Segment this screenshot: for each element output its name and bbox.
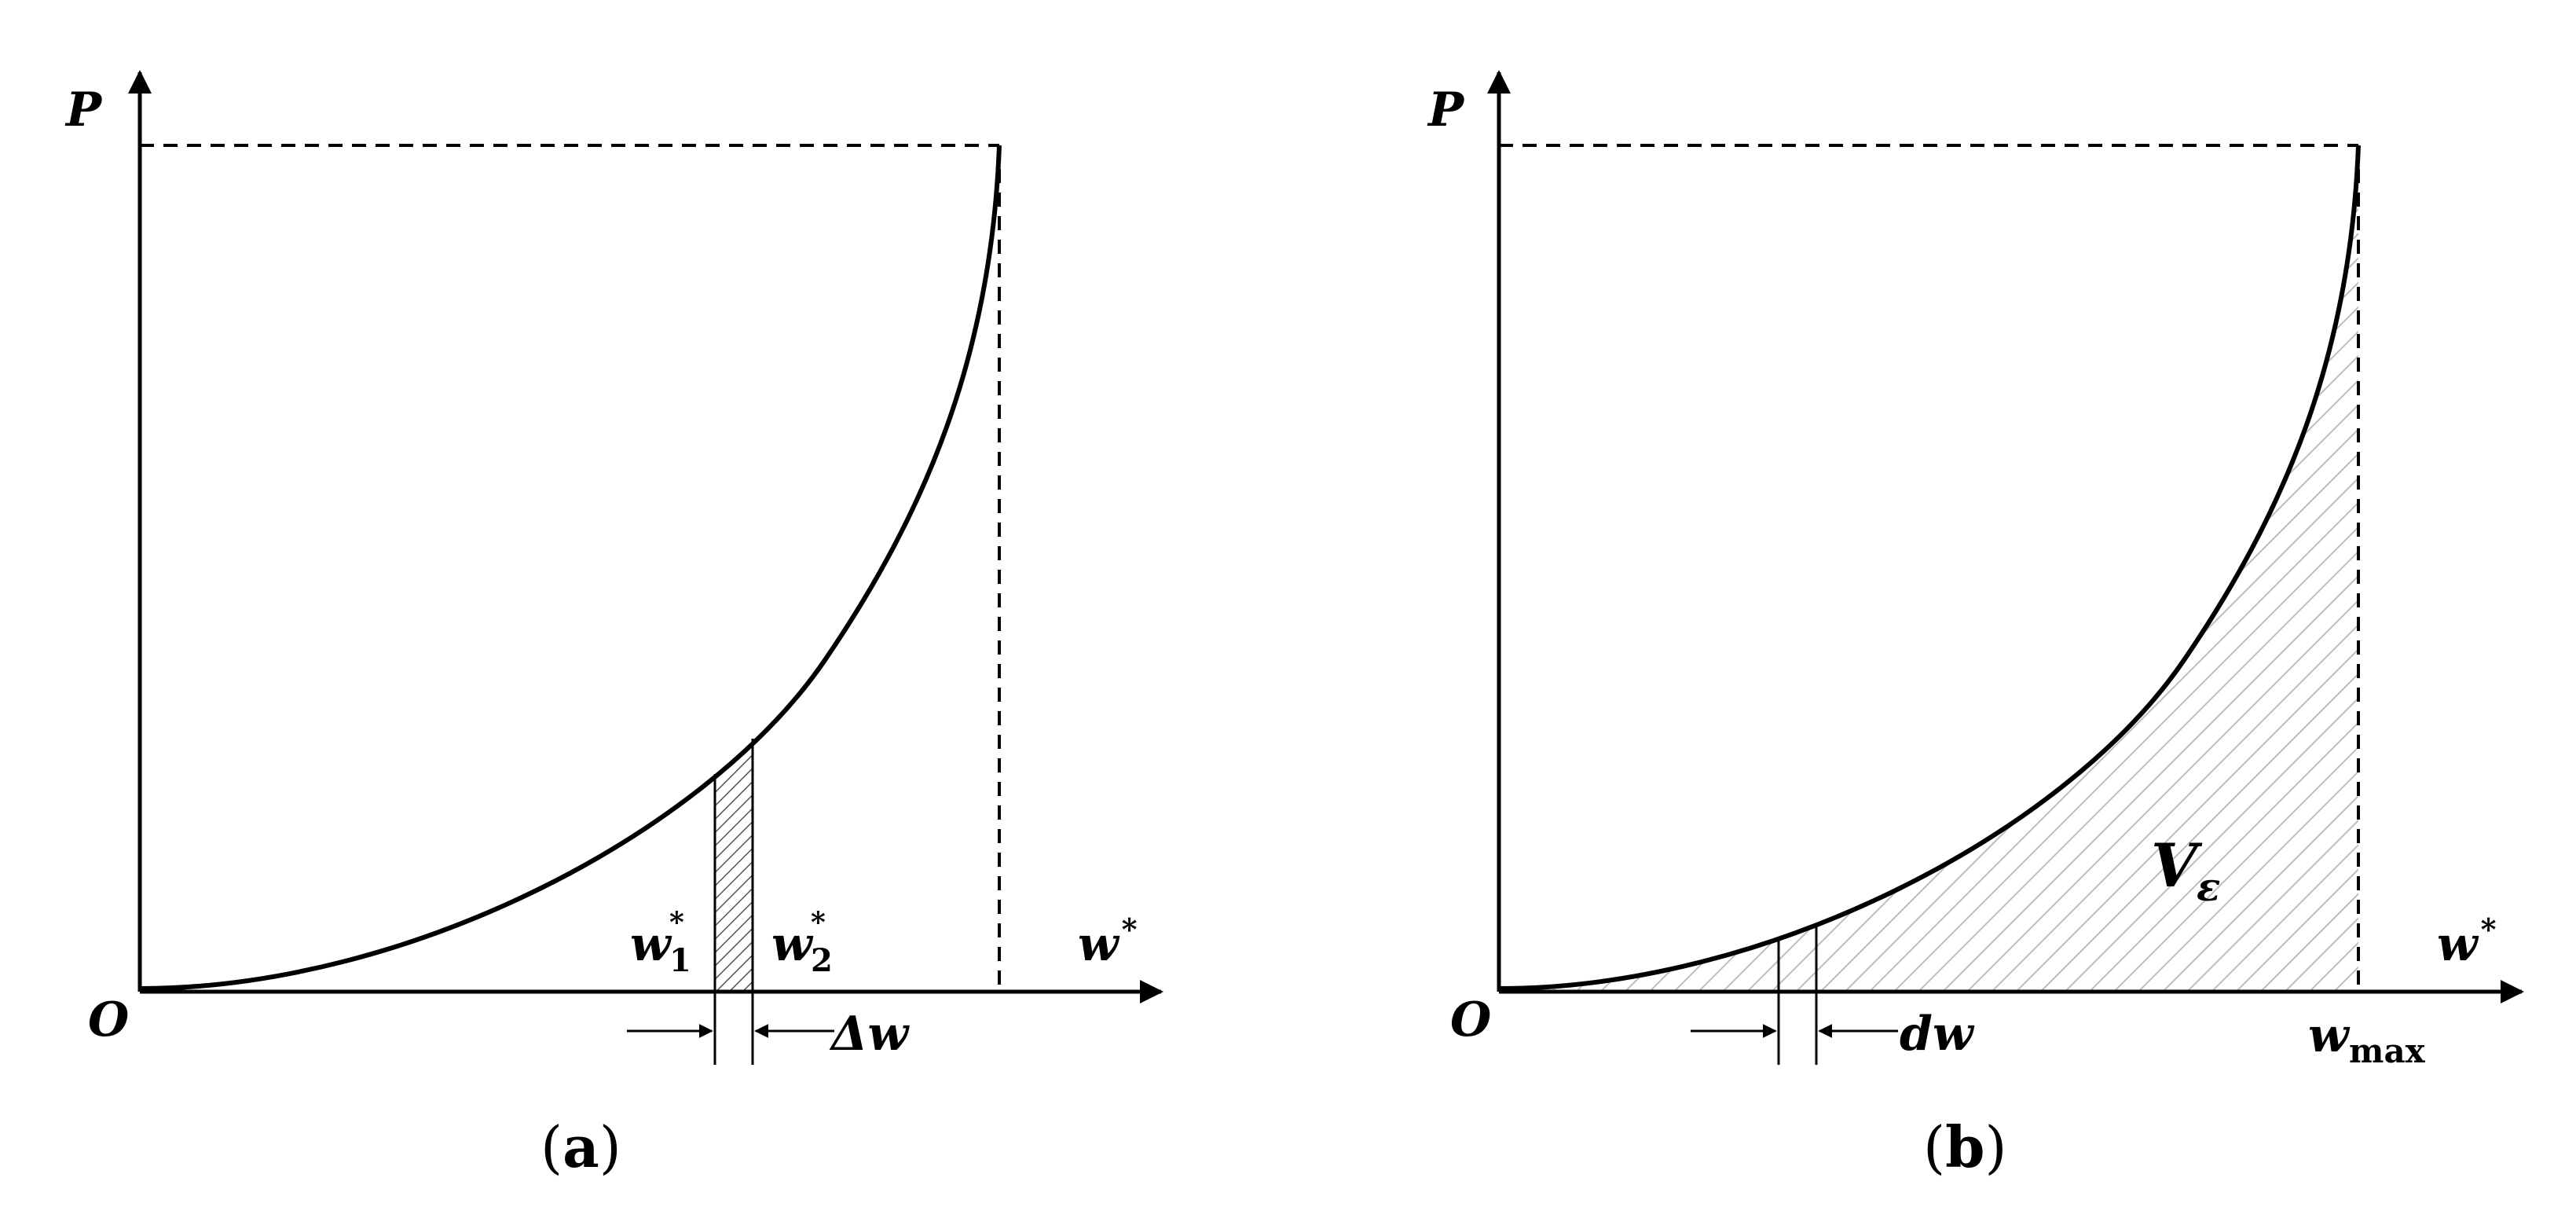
w1-star-label: w * 1	[630, 906, 691, 979]
svg-text:1: 1	[669, 942, 691, 979]
svg-text:w: w	[2308, 1008, 2351, 1063]
hatched-strip	[715, 739, 753, 992]
svg-text:w: w	[771, 917, 814, 972]
axis-x-label: w *	[1078, 912, 1138, 972]
delta-w-label: Δw	[829, 1007, 911, 1062]
svg-text:w: w	[630, 917, 672, 972]
origin-label: O	[88, 992, 129, 1047]
axis-y-label: P	[1427, 83, 1465, 138]
w-max-label: w max	[2308, 1008, 2426, 1070]
svg-text:max: max	[2349, 1032, 2426, 1070]
caption-b: (b)	[1923, 1113, 2007, 1180]
panel-b: P O w * V ε dw w max (b)	[1427, 70, 2524, 1180]
svg-text:V: V	[2151, 831, 2203, 901]
caption-a: (a)	[540, 1113, 621, 1180]
dw-label: dw	[1900, 1007, 1975, 1062]
origin-label: O	[1450, 992, 1491, 1047]
svg-text:*: *	[669, 906, 684, 939]
svg-text:2: 2	[811, 942, 833, 979]
v-epsilon-label: V ε	[2151, 831, 2220, 910]
axis-y-label: P	[64, 83, 103, 138]
w2-star-label: w * 2	[771, 906, 833, 979]
load-curve	[1498, 145, 2361, 991]
load-curve	[139, 145, 1002, 991]
panel-a: P O w * w * 1 w * 2 Δw (a)	[64, 70, 1163, 1180]
svg-text:ε: ε	[2197, 864, 2220, 910]
hatched-area	[1499, 145, 2358, 992]
svg-text:*: *	[811, 906, 826, 939]
axis-x-label: w *	[2437, 912, 2497, 972]
